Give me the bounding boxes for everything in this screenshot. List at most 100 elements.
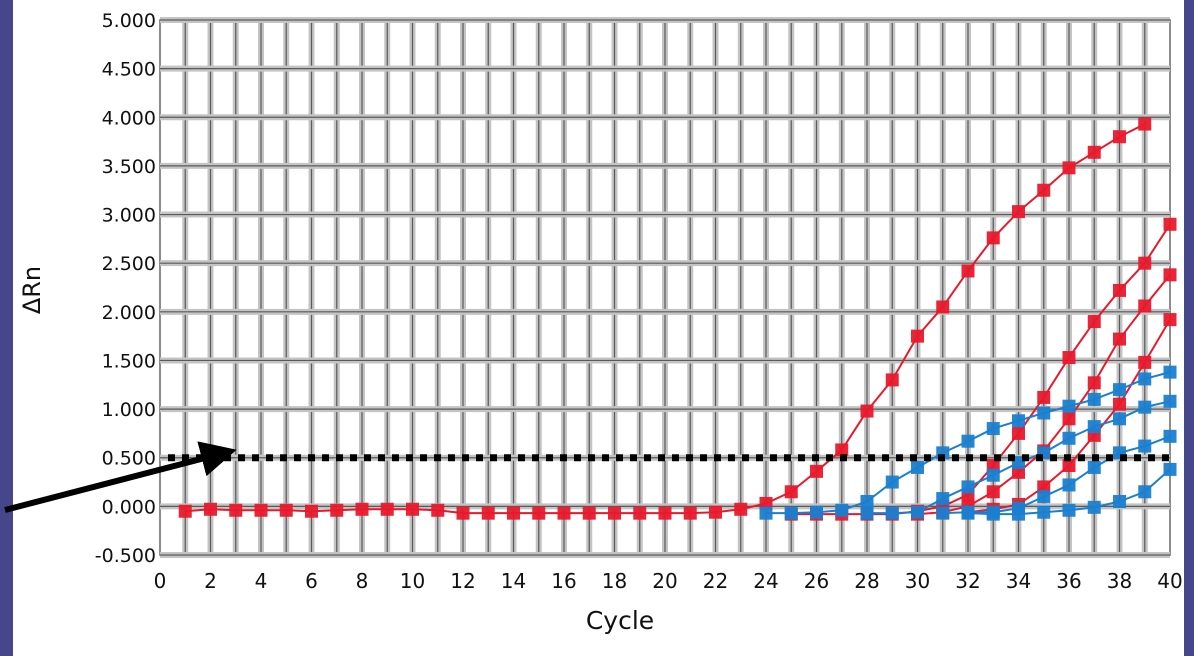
data-point: [406, 502, 419, 516]
data-point: [860, 495, 874, 508]
x-tick-labels: 0 2 4 6 8 10 12 14 16 18 20 22 24 26 28 30 32 34 36 38 40: [154, 569, 1183, 593]
data-point: [1113, 332, 1126, 346]
x-tick-label: 28: [854, 569, 879, 593]
data-point: [1113, 283, 1126, 297]
x-tick-label: 30: [905, 569, 930, 593]
y-tick-label: 2.500: [102, 253, 156, 275]
data-point: [734, 502, 748, 516]
x-tick-label: 12: [450, 569, 475, 593]
data-point: [1113, 495, 1126, 508]
y-tick-label: 1.500: [102, 350, 156, 372]
data-point: [1037, 183, 1051, 197]
data-point: [860, 404, 874, 418]
y-tick-label: 5.000: [102, 10, 156, 32]
data-point: [507, 506, 520, 520]
data-point: [178, 504, 192, 518]
data-point: [961, 434, 975, 448]
data-point: [1062, 478, 1076, 492]
data-point: [229, 503, 243, 517]
data-point: [1138, 400, 1152, 414]
data-point: [1113, 383, 1126, 397]
data-point: [1138, 117, 1152, 131]
x-tick-label: 32: [955, 569, 980, 593]
data-point: [1087, 315, 1101, 329]
x-tick-label: 4: [255, 569, 268, 593]
data-point: [1113, 130, 1126, 144]
data-point: [835, 503, 849, 517]
data-point: [1138, 355, 1152, 369]
data-point: [1113, 412, 1126, 426]
data-point: [683, 506, 697, 520]
data-point: [1062, 412, 1076, 426]
data-point: [1163, 268, 1177, 282]
x-tick-label: 20: [652, 569, 677, 593]
x-tick-label: 22: [703, 569, 728, 593]
data-point: [911, 329, 924, 343]
y-tick-label: 3.500: [102, 156, 156, 178]
data-point: [885, 506, 899, 520]
data-point: [961, 480, 975, 494]
y-tick-label: 1.000: [102, 399, 156, 421]
data-point: [911, 505, 924, 519]
data-point: [1087, 500, 1101, 514]
data-point: [986, 485, 1000, 499]
data-point: [1062, 459, 1076, 473]
data-point: [1037, 406, 1051, 420]
data-point: [1087, 392, 1101, 406]
series-red-1: [178, 117, 1152, 520]
data-point: [279, 503, 293, 517]
series-blue-8: [961, 462, 1177, 521]
data-point: [1062, 503, 1076, 517]
series-blue-6: [860, 394, 1177, 520]
data-point: [1138, 299, 1152, 313]
x-tick-label: 18: [602, 569, 627, 593]
data-point: [1087, 460, 1101, 474]
data-point: [1012, 507, 1025, 521]
data-point: [810, 464, 823, 478]
data-point: [532, 506, 546, 520]
x-axis-title: Cycle: [585, 606, 655, 635]
y-tick-label: -0.500: [95, 545, 156, 567]
data-point: [784, 506, 798, 520]
data-point: [1012, 414, 1025, 428]
x-tick-label: 6: [305, 569, 318, 593]
data-point: [1012, 456, 1025, 470]
data-point: [582, 506, 596, 520]
series-lines: [178, 117, 1177, 521]
y-tick-labels: 5.000 4.500 4.000 3.500 3.000 2.500 2.000 1.500…: [95, 10, 156, 567]
data-point: [1087, 145, 1101, 159]
data-point: [1138, 439, 1152, 453]
y-tick-label: 0.000: [102, 496, 156, 518]
data-point: [961, 264, 975, 278]
data-point: [557, 506, 571, 520]
data-point: [986, 422, 1000, 436]
data-point: [986, 507, 1000, 521]
data-point: [1163, 365, 1177, 379]
x-tick-label: 40: [1157, 569, 1182, 593]
y-tick-label: 4.000: [102, 107, 156, 129]
data-point: [1062, 161, 1076, 175]
data-point: [1163, 429, 1177, 443]
data-point: [431, 503, 445, 517]
data-point: [709, 505, 722, 519]
data-point: [1138, 256, 1152, 270]
threshold-annotation-arrow: [4, 441, 237, 513]
data-point: [380, 502, 394, 516]
data-point: [1163, 217, 1177, 231]
x-tick-label: 34: [1006, 569, 1031, 593]
data-point: [633, 506, 647, 520]
series-line: [942, 435, 1171, 515]
data-point: [1062, 399, 1076, 413]
data-point: [835, 443, 849, 457]
data-point: [936, 506, 950, 520]
data-point: [1037, 390, 1051, 404]
data-point: [1138, 372, 1152, 386]
data-point: [885, 373, 899, 387]
left-border-band: [0, 0, 13, 656]
y-tick-label: 3.000: [102, 205, 156, 227]
x-tick-label: 26: [804, 569, 829, 593]
data-point: [885, 475, 899, 489]
series-blue-5: [759, 365, 1177, 520]
data-point: [759, 506, 773, 520]
